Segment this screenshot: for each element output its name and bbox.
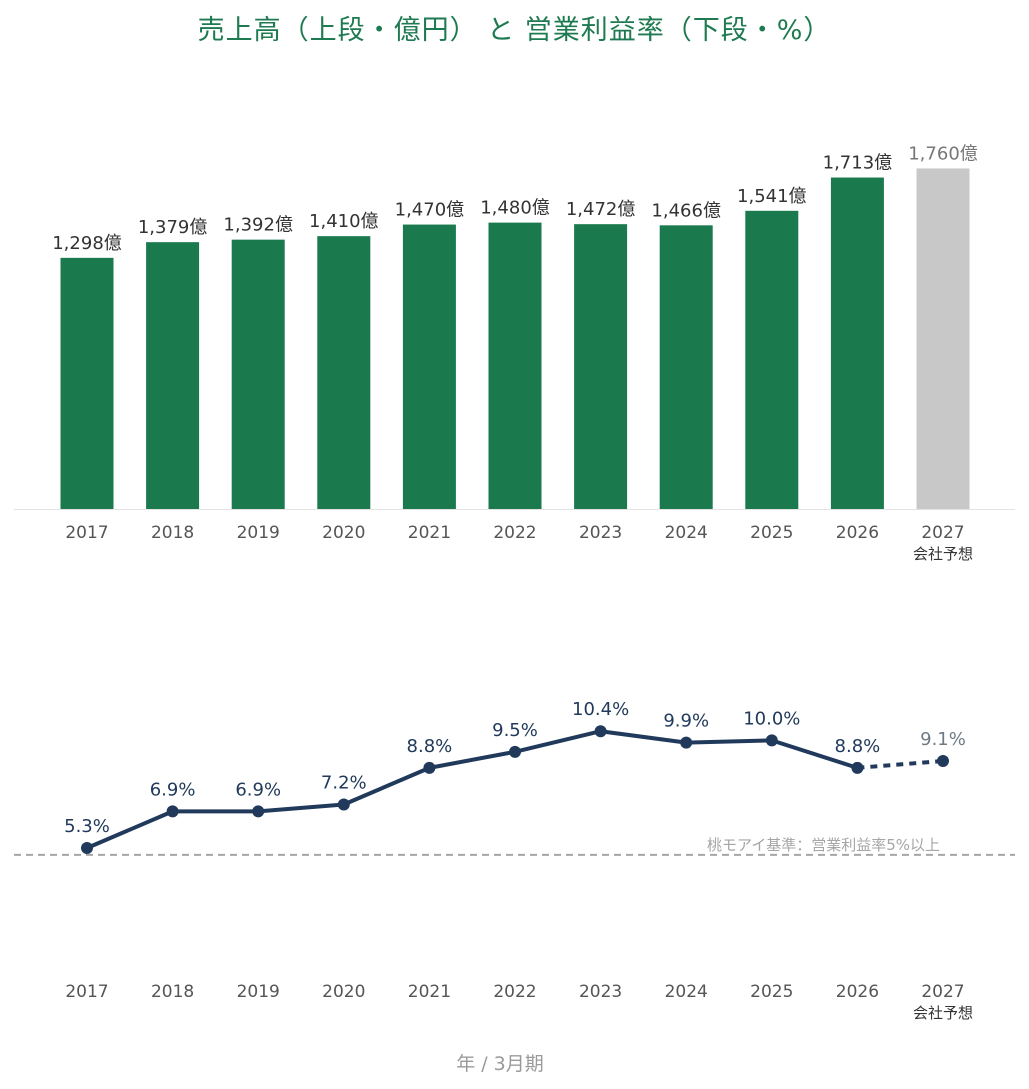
sales-bar bbox=[830, 177, 884, 510]
bar-x-tick-label: 2019 bbox=[237, 523, 280, 543]
margin-point bbox=[423, 761, 436, 774]
line-x-tick-label: 2023 bbox=[579, 982, 622, 1002]
line-x-tick-label: 2024 bbox=[665, 982, 708, 1002]
sales-bar bbox=[916, 168, 970, 509]
line-x-tick-label: 2017 bbox=[65, 982, 108, 1002]
margin-data-label: 8.8% bbox=[407, 736, 453, 757]
margin-point bbox=[166, 805, 179, 818]
bar-x-tick-label: 2022 bbox=[493, 523, 536, 543]
line-x-tick-label: 2019 bbox=[237, 982, 280, 1002]
sales-data-label: 1,760億 bbox=[908, 143, 978, 164]
sales-bar bbox=[231, 239, 285, 509]
sales-data-label: 1,466億 bbox=[651, 200, 721, 221]
line-x-tick-label: 2027 bbox=[921, 982, 964, 1002]
bar-x-tick-label: 2020 bbox=[322, 523, 365, 543]
line-x-tick-label: 2022 bbox=[493, 982, 536, 1002]
margin-line-forecast bbox=[857, 758, 944, 770]
sales-bar bbox=[317, 236, 371, 510]
margin-point bbox=[937, 754, 949, 767]
margin-data-label: 7.2% bbox=[321, 772, 367, 793]
sales-data-label: 1,410億 bbox=[309, 211, 379, 232]
sales-bar bbox=[60, 257, 114, 509]
sales-bar bbox=[574, 224, 628, 509]
margin-point bbox=[81, 842, 93, 854]
x-axis-footer: 年 / 3月期 bbox=[456, 1053, 544, 1075]
bar-x-tick-label: 2024 bbox=[665, 523, 708, 543]
sales-data-label: 1,379億 bbox=[138, 217, 208, 238]
margin-data-label: 5.3% bbox=[64, 816, 110, 837]
margin-point bbox=[765, 734, 778, 747]
line-x-tick-sublabel: 会社予想 bbox=[913, 1004, 973, 1022]
chart-title: 売上高（上段・億円） と 営業利益率（下段・%） bbox=[197, 15, 832, 46]
margin-data-label: 9.5% bbox=[492, 720, 538, 741]
sales-data-label: 1,298億 bbox=[52, 233, 122, 254]
sales-data-label: 1,392億 bbox=[223, 215, 293, 236]
margin-point bbox=[252, 805, 265, 818]
line-x-tick-label: 2018 bbox=[151, 982, 194, 1002]
line-x-tick-label: 2026 bbox=[836, 982, 879, 1002]
sales-data-label: 1,480億 bbox=[480, 198, 550, 219]
margin-data-label: 9.9% bbox=[663, 711, 709, 732]
line-x-tick-label: 2025 bbox=[750, 982, 793, 1002]
sales-bar bbox=[488, 222, 542, 509]
bar-x-tick-label: 2018 bbox=[151, 523, 194, 543]
margin-line-actual bbox=[86, 729, 859, 850]
margin-point bbox=[594, 725, 607, 738]
sales-bar bbox=[745, 210, 799, 509]
sales-bar bbox=[659, 225, 713, 510]
line-x-tick-label: 2020 bbox=[322, 982, 365, 1002]
margin-data-label: 6.9% bbox=[235, 779, 281, 800]
bar-x-tick-label: 2025 bbox=[750, 523, 793, 543]
margin-point bbox=[337, 798, 350, 811]
sales-data-label: 1,713億 bbox=[823, 153, 893, 174]
sales-data-label: 1,472億 bbox=[566, 199, 636, 220]
sales-bar bbox=[402, 224, 456, 509]
bar-x-tick-label: 2027 bbox=[921, 523, 964, 543]
sales-data-label: 1,541億 bbox=[737, 186, 807, 207]
bar-x-tick-label: 2017 bbox=[65, 523, 108, 543]
threshold-label: 桃モアイ基準：営業利益率5%以上 bbox=[707, 836, 940, 854]
bar-x-tick-label: 2021 bbox=[408, 523, 451, 543]
sales-bar bbox=[146, 242, 200, 509]
margin-data-label: 6.9% bbox=[150, 779, 196, 800]
line-x-tick-label: 2021 bbox=[408, 982, 451, 1002]
margin-data-label: 8.8% bbox=[835, 736, 881, 757]
margin-data-label: 10.0% bbox=[743, 708, 800, 729]
margin-data-label: 9.1% bbox=[920, 729, 966, 750]
margin-data-label: 10.4% bbox=[572, 699, 629, 720]
bar-x-tick-label: 2026 bbox=[836, 523, 879, 543]
margin-point bbox=[509, 745, 521, 758]
sales-data-label: 1,470億 bbox=[395, 200, 465, 221]
bar-x-tick-label: 2023 bbox=[579, 523, 622, 543]
margin-point bbox=[851, 761, 864, 774]
margin-point bbox=[680, 736, 693, 749]
bar-x-tick-sublabel: 会社予想 bbox=[913, 545, 973, 563]
